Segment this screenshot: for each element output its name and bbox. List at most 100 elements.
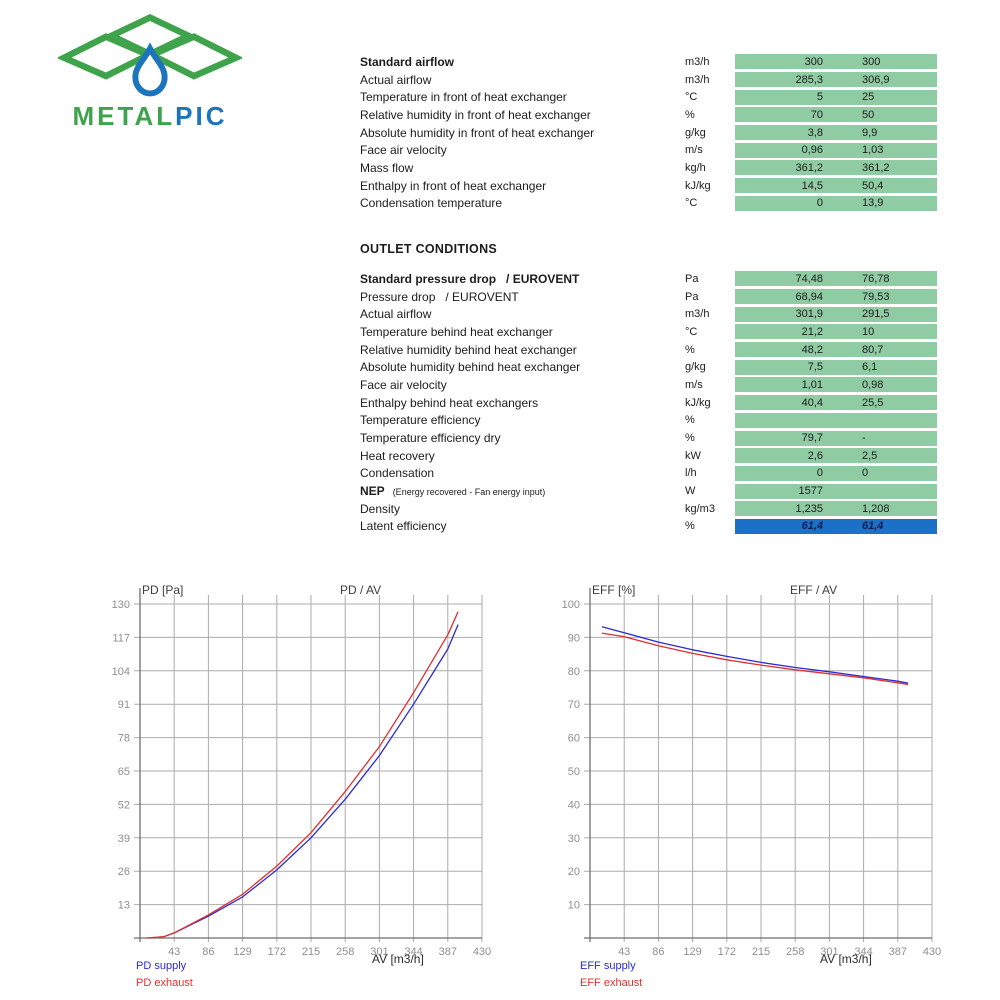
row-label: Absolute humidity in front of heat excha… (360, 125, 595, 140)
x-tick-label: 430 (923, 946, 941, 958)
x-tick-label: 344 (404, 946, 422, 958)
row-unit: l/h (685, 467, 697, 480)
y-tick-label: 65 (118, 766, 130, 778)
row-value-band: 285,3 306,9 (735, 72, 937, 88)
x-tick-label: 430 (473, 946, 491, 958)
row-unit: m3/h (685, 55, 710, 68)
eff-chart-ylabel: EFF [%] (592, 583, 636, 597)
row-unit: °C (685, 91, 698, 104)
pd-supply-legend: PD supply (136, 960, 187, 972)
x-tick-label: 129 (683, 946, 701, 958)
row-label: Enthalpy behind heat exchangers (360, 395, 539, 410)
row-note: (Energy recovered - Fan energy input) (392, 487, 546, 498)
y-tick-label: 91 (118, 699, 130, 711)
row-value-1: 0,96 (801, 144, 823, 157)
row-unit: g/kg (685, 126, 706, 139)
row-value-band-highlight: 61,4 61,4 (735, 518, 937, 534)
row-unit: % (685, 520, 695, 533)
table-row: Temperature in front of heat exchanger °C… (360, 88, 940, 106)
row-label: Density (360, 501, 401, 516)
row-unit: °C (685, 197, 698, 210)
table-row: Standard pressure drop / EUROVENT Pa 74,48… (360, 270, 940, 288)
row-value-band: 0 13,9 (735, 195, 937, 211)
row-label: Face air velocity (360, 377, 447, 392)
row-value-1: 48,2 (801, 343, 823, 356)
y-tick-label: 78 (118, 733, 130, 745)
pd-chart-xlabel: AV [m3/h] (372, 952, 424, 966)
row-value-band: 68,94 79,53 (735, 289, 937, 305)
row-unit: kg/m3 (685, 502, 715, 515)
row-value-2: 300 (862, 55, 881, 68)
row-value-1: 0 (816, 467, 823, 480)
x-tick-label: 344 (854, 946, 872, 958)
table-row: Relative humidity in front of heat excha… (360, 106, 940, 124)
row-value-1: 1,01 (801, 378, 823, 391)
table-row: Density kg/m3 1,235 1,208 (360, 500, 940, 518)
row-label: Latent efficiency (360, 519, 447, 534)
eff-av-chart: 10 20 30 40 50 60 70 80 90 100 43 86 129 172 215 258 301… (562, 588, 941, 958)
row-label: Temperature efficiency (360, 413, 481, 428)
row-value-band: 1577 (735, 483, 937, 499)
table-row: Enthalpy in front of heat exchanger kJ/kg… (360, 177, 940, 195)
row-unit: Pa (685, 272, 699, 285)
row-value-1: 2,6 (807, 449, 823, 462)
eff-exhaust-legend: EFF exhaust (580, 977, 643, 989)
row-value-band: 361,2 361,2 (735, 160, 937, 176)
table-row: Mass flow kg/h 361,2 361,2 (360, 159, 940, 177)
row-value-2: 361,2 (862, 161, 890, 174)
y-tick-label: 50 (568, 766, 580, 778)
y-tick-label: 117 (112, 632, 130, 644)
row-unit: m3/h (685, 308, 710, 321)
row-value-1: 301,9 (795, 308, 823, 321)
table-row: Absolute humidity behind heat exchanger g… (360, 358, 940, 376)
table-row: Actual airflow m3/h 301,9 291,5 (360, 305, 940, 323)
eff-supply-legend: EFF supply (580, 960, 636, 972)
row-value-1: 70 (810, 108, 823, 121)
row-value-2: 10 (862, 325, 875, 338)
row-value-2: 306,9 (862, 73, 890, 86)
row-value-1: 0 (816, 197, 823, 210)
row-value-2: 2,5 (862, 449, 878, 462)
row-label: Relative humidity in front of heat excha… (360, 107, 591, 122)
table-row: Pressure drop / EUROVENT Pa 68,94 79,53 (360, 288, 940, 306)
x-tick-label: 43 (618, 946, 630, 958)
row-unit: °C (685, 325, 698, 338)
x-tick-label: 86 (202, 946, 214, 958)
x-tick-label: 301 (370, 946, 388, 958)
row-unit: W (685, 485, 696, 498)
table-row: Actual airflow m3/h 285,3 306,9 (360, 71, 940, 89)
row-value-2: 1,208 (862, 502, 890, 515)
row-value-band: 21,2 10 (735, 324, 937, 340)
y-tick-label: 60 (568, 733, 580, 745)
y-tick-label: 52 (118, 799, 130, 811)
row-unit: kg/h (685, 161, 706, 174)
row-value-1: 14,5 (801, 179, 823, 192)
row-value-1: 61,4 (801, 520, 823, 533)
row-label: Face air velocity (360, 143, 447, 158)
row-value-2: 79,53 (862, 290, 890, 303)
row-label: Heat recovery (360, 448, 435, 463)
table-row: Latent efficiency% 61,4 61,4 (360, 518, 940, 536)
row-value-1: 68,94 (795, 290, 823, 303)
logo-text-metal: METAL (72, 101, 176, 131)
row-value-band: 14,5 50,4 (735, 178, 937, 194)
y-tick-label: 104 (112, 666, 130, 678)
row-label: Condensation temperature (360, 196, 503, 211)
row-value-band: 7,5 6,1 (735, 359, 937, 375)
row-value-2: 50 (862, 108, 875, 121)
row-value-2: - (862, 432, 866, 445)
inlet-conditions-table: Standard airflow m3/h 300 300 Actual airflow… (360, 53, 940, 212)
row-value-2: 0 (862, 467, 869, 480)
y-tick-label: 130 (112, 599, 130, 611)
row-value-band: 2,6 2,5 (735, 448, 937, 464)
table-row: Standard airflow m3/h 300 300 (360, 53, 940, 71)
row-value-2: 61,4 (862, 520, 884, 533)
row-unit: kW (685, 449, 701, 462)
x-tick-label: 172 (268, 946, 286, 958)
row-label: Actual airflow (360, 307, 432, 322)
row-value-2: 1,03 (862, 144, 884, 157)
row-value-2: 50,4 (862, 179, 884, 192)
row-value-1: 1,235 (795, 502, 823, 515)
row-unit: m/s (685, 378, 703, 391)
